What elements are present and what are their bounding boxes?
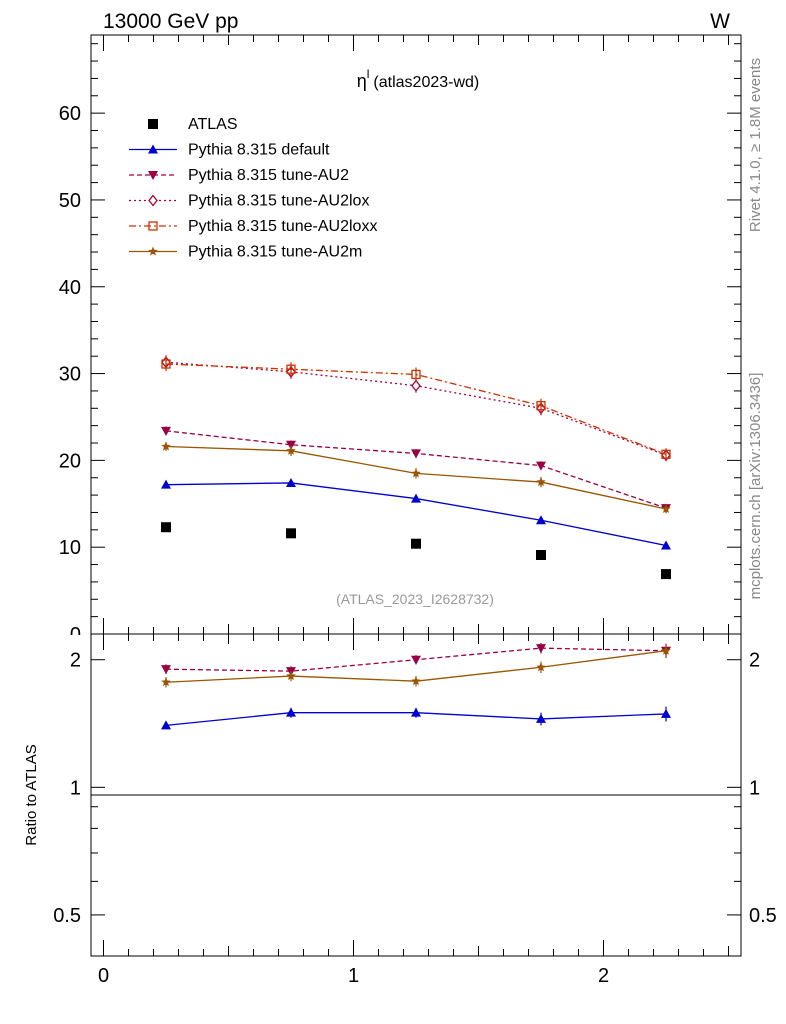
data-point	[536, 477, 546, 487]
data-point	[661, 540, 671, 550]
legend-label: Pythia 8.315 default	[188, 142, 330, 159]
main-axis-ticks: 1020304050600	[51, 35, 741, 646]
legend-label: Pythia 8.315 tune-AU2lox	[188, 193, 369, 210]
chart-title: ηl (atlas2023-wd)	[357, 67, 480, 91]
ratio-y-tick-label-left: 2	[70, 650, 81, 672]
ratio-point	[411, 707, 421, 717]
data-point	[536, 401, 546, 411]
legend-entry: Pythia 8.315 tune-AU2	[129, 167, 349, 184]
ratio-point	[161, 677, 171, 687]
y-tick-label: 40	[59, 277, 81, 299]
ratio-point	[286, 671, 296, 681]
legend-entry: Pythia 8.315 tune-AU2m	[129, 244, 362, 261]
data-point	[411, 468, 421, 478]
series-pythia-8-315-default	[161, 477, 671, 550]
ratio-ylabel: Ratio to ATLAS	[23, 744, 40, 845]
series-pythia-8-315-tune-au2loxx	[161, 357, 671, 461]
data-point	[536, 550, 546, 561]
analysis-watermark: (ATLAS_2023_I2628732)	[336, 591, 494, 607]
series-atlas	[161, 522, 671, 580]
series-pythia-8-315-tune-au2	[161, 426, 671, 514]
legend-marker	[148, 221, 158, 231]
ratio-point	[661, 645, 671, 655]
x-tick-label: 2	[598, 965, 609, 987]
data-point	[286, 528, 296, 539]
rivet-label: Rivet 4.1.0, ≥ 1.8M events	[747, 58, 764, 232]
ratio-point	[411, 676, 421, 686]
legend-marker	[148, 246, 158, 256]
zero-label-mask	[51, 635, 89, 645]
ratio-series-group	[161, 643, 671, 730]
data-point	[661, 503, 671, 514]
data-point	[286, 477, 296, 487]
data-point	[161, 479, 171, 489]
legend-marker	[148, 119, 158, 129]
data-point	[661, 449, 671, 459]
y-tick-label: 10	[59, 537, 81, 559]
ratio-series-pythia-8-315-tune-au2m	[161, 643, 671, 688]
data-point	[411, 449, 421, 459]
legend-label: Pythia 8.315 tune-AU2loxx	[188, 218, 377, 235]
ratio-point	[536, 644, 546, 654]
x-tick-label: 1	[348, 965, 359, 987]
legend-marker	[148, 144, 158, 154]
legend-entry: Pythia 8.315 default	[129, 142, 330, 159]
ratio-point	[536, 713, 546, 723]
x-tick-labels: 0 1 2	[98, 965, 609, 987]
ratio-y-tick-label-right: 0.5	[749, 905, 777, 927]
data-point	[286, 445, 296, 455]
data-point	[411, 538, 421, 549]
mcplots-label: mcplots.cern.ch [arXiv:1306.3436]	[747, 373, 764, 600]
energy-label: 13000 GeV pp	[103, 10, 238, 33]
legend-entry: Pythia 8.315 tune-AU2lox	[129, 193, 369, 210]
data-point	[286, 440, 296, 450]
title-eta: η	[357, 71, 367, 91]
y-tick-label: 60	[59, 103, 81, 125]
legend-marker	[148, 171, 158, 180]
ratio-point	[536, 662, 546, 672]
legend-entry: ATLAS	[148, 116, 238, 133]
y-tick-label: 20	[59, 450, 81, 472]
ratio-point	[161, 665, 171, 675]
ratio-point	[411, 655, 421, 665]
legend-label: ATLAS	[188, 116, 238, 133]
ratio-y-tick-label-right: 1	[749, 777, 760, 799]
ratio-point	[286, 707, 296, 717]
legend-label: Pythia 8.315 tune-AU2	[188, 167, 349, 184]
ratio-y-tick-label-right: 2	[749, 650, 760, 672]
legend-marker	[148, 194, 158, 207]
ratio-y-tick-label-left: 0.5	[53, 905, 81, 927]
ratio-point	[661, 708, 671, 718]
data-point	[661, 569, 671, 580]
data-point	[411, 493, 421, 503]
y-tick-label: 50	[59, 190, 81, 212]
legend-label: Pythia 8.315 tune-AU2m	[188, 244, 362, 261]
ratio-y-tick-label-left: 1	[70, 777, 81, 799]
data-point	[411, 379, 421, 392]
main-series-group	[161, 355, 671, 580]
title-superscript: l	[367, 67, 370, 81]
legend: ATLAS Pythia 8.315 default Pythia 8.315 tu…	[129, 116, 377, 261]
data-point	[161, 441, 171, 451]
x-tick-label: 0	[98, 965, 109, 987]
data-point	[161, 522, 171, 533]
ratio-point	[161, 720, 171, 730]
data-point	[536, 461, 546, 471]
data-point	[161, 426, 171, 436]
legend-entry: Pythia 8.315 tune-AU2loxx	[129, 218, 377, 235]
y-tick-label: 30	[59, 364, 81, 386]
title-suffix: (atlas2023-wd)	[373, 74, 479, 91]
process-label: W	[710, 10, 730, 33]
data-point	[536, 515, 546, 525]
ratio-axis-ticks: 2 2 1 1 0.5 0.5	[53, 634, 777, 957]
data-point	[411, 369, 421, 380]
series-pythia-8-315-tune-au2m	[161, 441, 671, 514]
ratio-series-pythia-8-315-default	[161, 706, 671, 730]
data-point	[286, 364, 296, 374]
data-point	[161, 359, 171, 369]
